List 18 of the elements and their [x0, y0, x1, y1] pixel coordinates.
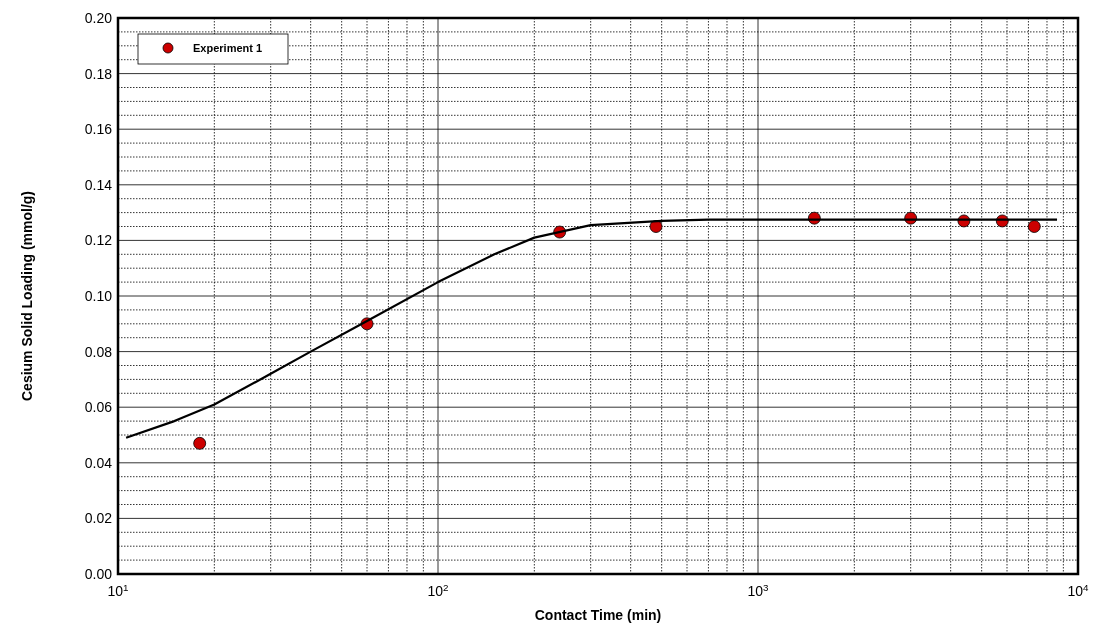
y-tick-label: 0.14: [84, 176, 113, 193]
y-tick-label: 0.10: [84, 288, 113, 304]
y-axis-title: Cesium Solid Loading (mmol/g): [19, 191, 35, 401]
y-tick-label: 0.08: [84, 343, 113, 360]
x-tick-label: 10$^{1}$: [107, 581, 129, 599]
x-tick-label: 10$^{4}$: [1067, 581, 1090, 599]
y-tick-label: 0.16: [84, 121, 113, 138]
y-tick-label: 0.00: [84, 566, 113, 582]
legend-label: Experiment 1: [193, 42, 263, 54]
y-tick-label: 0.06: [84, 399, 113, 416]
y-tick-label: 0.20: [84, 10, 113, 26]
y-tick-label: 0.12: [84, 232, 113, 249]
x-axis-title: Contact Time (min): [534, 607, 662, 623]
x-tick-label: 10$^{2}$: [427, 581, 449, 599]
y-tick-label: 0.18: [84, 65, 113, 82]
x-tick-label: 10$^{3}$: [747, 581, 770, 599]
y-tick-label: 0.04: [84, 454, 113, 471]
y-tick-label: 0.02: [84, 510, 113, 527]
